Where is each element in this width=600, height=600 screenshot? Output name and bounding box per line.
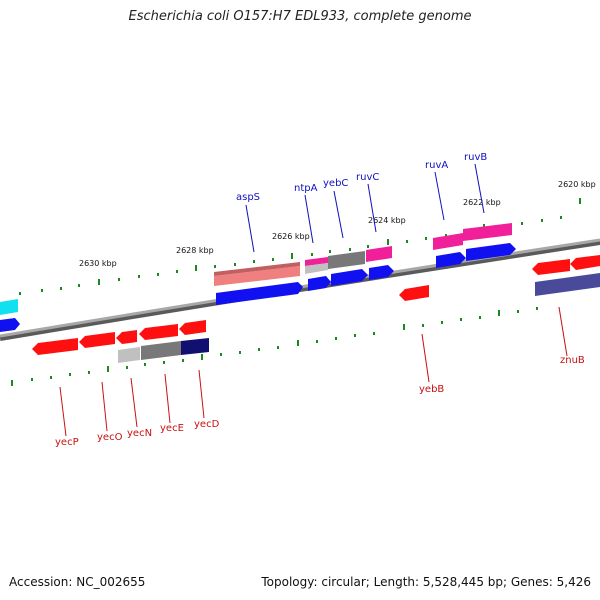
label-ruvC: ruvC (356, 172, 379, 183)
gene-yebC-cds (331, 269, 368, 286)
gene-edge-cyan (0, 299, 18, 315)
gene-ruvB-rna (463, 223, 512, 241)
inner-ticks (11, 307, 538, 386)
gene-ruvC-cds (369, 265, 394, 280)
gene-ruvA-cds (436, 252, 466, 268)
gene-ruvB-cds (466, 243, 516, 261)
scale-label-2626: 2626 kbp (272, 232, 310, 241)
gene-ntpA-cds (308, 276, 331, 291)
label-yebC: yebC (323, 178, 348, 189)
reverse-genes (32, 255, 600, 363)
gene-yebB (399, 285, 429, 301)
gene-znuB-upper (532, 259, 570, 275)
gene-yecP (32, 338, 78, 355)
gene-ruvC-rna (366, 246, 392, 262)
label-ntpA: ntpA (294, 183, 318, 194)
label-ruvA: ruvA (425, 160, 448, 171)
label-aspS: aspS (236, 192, 260, 203)
gene-aspS-rna (214, 266, 300, 286)
gene-yecE (139, 324, 178, 340)
scale-label-2630: 2630 kbp (79, 259, 117, 268)
gene-yecD (179, 320, 206, 335)
scale-label-2628: 2628 kbp (176, 246, 214, 255)
reverse-labels: yecP yecO yecN yecE yecD yebB znuB (55, 306, 585, 448)
label-yecP: yecP (55, 437, 79, 448)
forward-genes (0, 223, 516, 332)
label-ruvB: ruvB (464, 152, 487, 163)
topology-summary: Topology: circular; Length: 5,528,445 bp… (261, 575, 591, 589)
forward-labels: aspS ntpA yebC ruvC ruvA ruvB (236, 152, 487, 253)
gene-znuB (535, 273, 600, 296)
gene-yebC-gray (328, 251, 365, 269)
label-yecO: yecO (97, 432, 123, 443)
gene-aspS-cds (216, 282, 303, 305)
label-znuB: znuB (560, 355, 585, 366)
scale-label-2624: 2624 kbp (368, 216, 406, 225)
label-yebB: yebB (419, 384, 444, 395)
gene-yecN (116, 330, 137, 344)
accession-text: Accession: NC_002655 (9, 575, 146, 589)
map-title: Escherichia coli O157:H7 EDL933, complet… (128, 9, 472, 24)
gene-yecO (79, 332, 115, 348)
scale-label-2620: 2620 kbp (558, 180, 596, 189)
gene-edge-blue (0, 318, 20, 332)
gene-ruvA-rna (433, 233, 463, 250)
label-yecN: yecN (127, 428, 152, 439)
label-yecD: yecD (194, 419, 220, 430)
label-yecE: yecE (160, 423, 184, 434)
